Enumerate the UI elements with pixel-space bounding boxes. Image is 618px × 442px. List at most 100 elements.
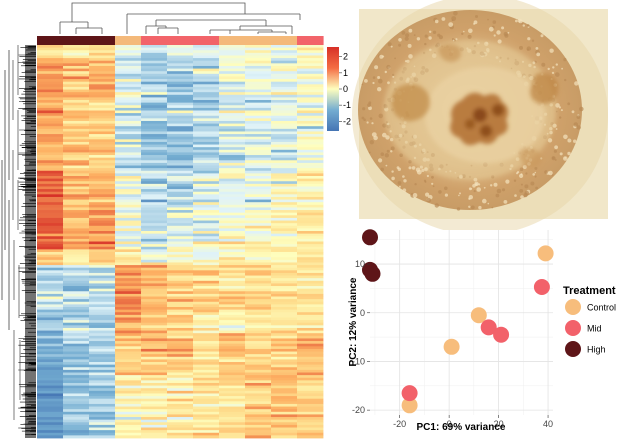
heatmap-cell [297,204,324,208]
heatmap-cell [245,380,272,384]
specimen-speckle [391,170,394,173]
heatmap-cell [245,113,272,117]
heatmap-cell [37,73,64,77]
heatmap-cell [193,196,220,200]
heatmap-cell [271,422,298,426]
heatmap-cell [297,199,324,203]
heatmap-cell [167,270,194,274]
heatmap-cell [115,173,142,177]
heatmap-cell [167,288,194,292]
heatmap-cell [63,126,90,130]
heatmap-cell [89,55,116,59]
heatmap-cell [219,63,246,67]
heatmap-cell [219,110,246,114]
heatmap-cell [271,401,298,405]
heatmap-cell [219,244,246,248]
heatmap-cell [167,422,194,426]
specimen-speckle [519,167,524,171]
heatmap-cell [245,246,272,250]
heatmap-cell [193,301,220,305]
heatmap-cell [271,86,298,90]
heatmap-cell [89,212,116,216]
heatmap-cell [63,173,90,177]
specimen-speckle [503,200,508,204]
heatmap-cell [141,322,168,326]
heatmap-cell [89,288,116,292]
heatmap-cell [115,419,142,423]
heatmap-cell [167,307,194,311]
heatmap-cell [193,113,220,117]
heatmap-cell [219,354,246,358]
heatmap-cell [219,259,246,263]
heatmap-cell [193,236,220,240]
heatmap-cell [37,348,64,352]
heatmap-cell [115,251,142,255]
microscopy-photo [352,0,608,235]
heatmap-cell [167,210,194,214]
heatmap-cell [193,401,220,405]
heatmap-cell [63,364,90,368]
heatmap-cell [167,63,194,67]
heatmap-cell [297,134,324,138]
heatmap-cell [271,390,298,394]
heatmap-cell [193,351,220,355]
heatmap-cell [297,333,324,337]
specimen-speckle [493,182,498,187]
heatmap-cell [63,314,90,318]
specimen-speckle [519,189,524,193]
heatmap-cell [271,76,298,80]
heatmap-cell [219,170,246,174]
heatmap-cell [37,343,64,347]
heatmap-cell [245,152,272,156]
heatmap-cell [167,100,194,104]
heatmap-cell [219,262,246,266]
heatmap-cell [115,79,142,83]
heatmap-cell [219,128,246,132]
heatmap-cell [297,149,324,153]
heatmap-cell [297,278,324,282]
heatmap-cell [63,113,90,117]
heatmap-cell [219,186,246,190]
heatmap-cell [115,233,142,237]
heatmap-cell [115,396,142,400]
heatmap-cell [141,176,168,180]
heatmap-cell [193,202,220,206]
heatmap-cell [115,102,142,106]
heatmap-cell [271,286,298,290]
specimen-speckle [402,175,405,178]
specimen-speckle [470,188,473,190]
heatmap-cell [63,181,90,185]
heatmap-cell [115,390,142,394]
heatmap-cell [141,251,168,255]
heatmap-cell [141,181,168,185]
heatmap-cell [167,233,194,237]
heatmap-cell [271,267,298,271]
heatmap-cell [219,233,246,237]
heatmap-cell [297,393,324,397]
heatmap-cell [219,165,246,169]
heatmap-cell [193,409,220,413]
heatmap-cell [167,115,194,119]
heatmap-panel: 210-1-2 [1,2,351,439]
heatmap-cell [89,390,116,394]
heatmap-cell [89,210,116,214]
heatmap-cell [115,265,142,269]
heatmap-cell [167,136,194,140]
heatmap-cell [89,102,116,106]
heatmap-cell [37,351,64,355]
heatmap-cell [245,265,272,269]
heatmap-cell [167,401,194,405]
y-tick-label: 0 [360,308,365,318]
heatmap-cell [89,338,116,342]
specimen-speckle [414,183,417,186]
heatmap-cell [297,79,324,83]
heatmap-cell [89,165,116,169]
heatmap-cell [37,115,64,119]
heatmap-cell [193,128,220,132]
heatmap-cell [219,385,246,389]
heatmap-cell [89,346,116,350]
heatmap-cell [167,194,194,198]
heatmap-cell [63,283,90,287]
heatmap-cell [37,147,64,151]
heatmap-cell [271,411,298,415]
